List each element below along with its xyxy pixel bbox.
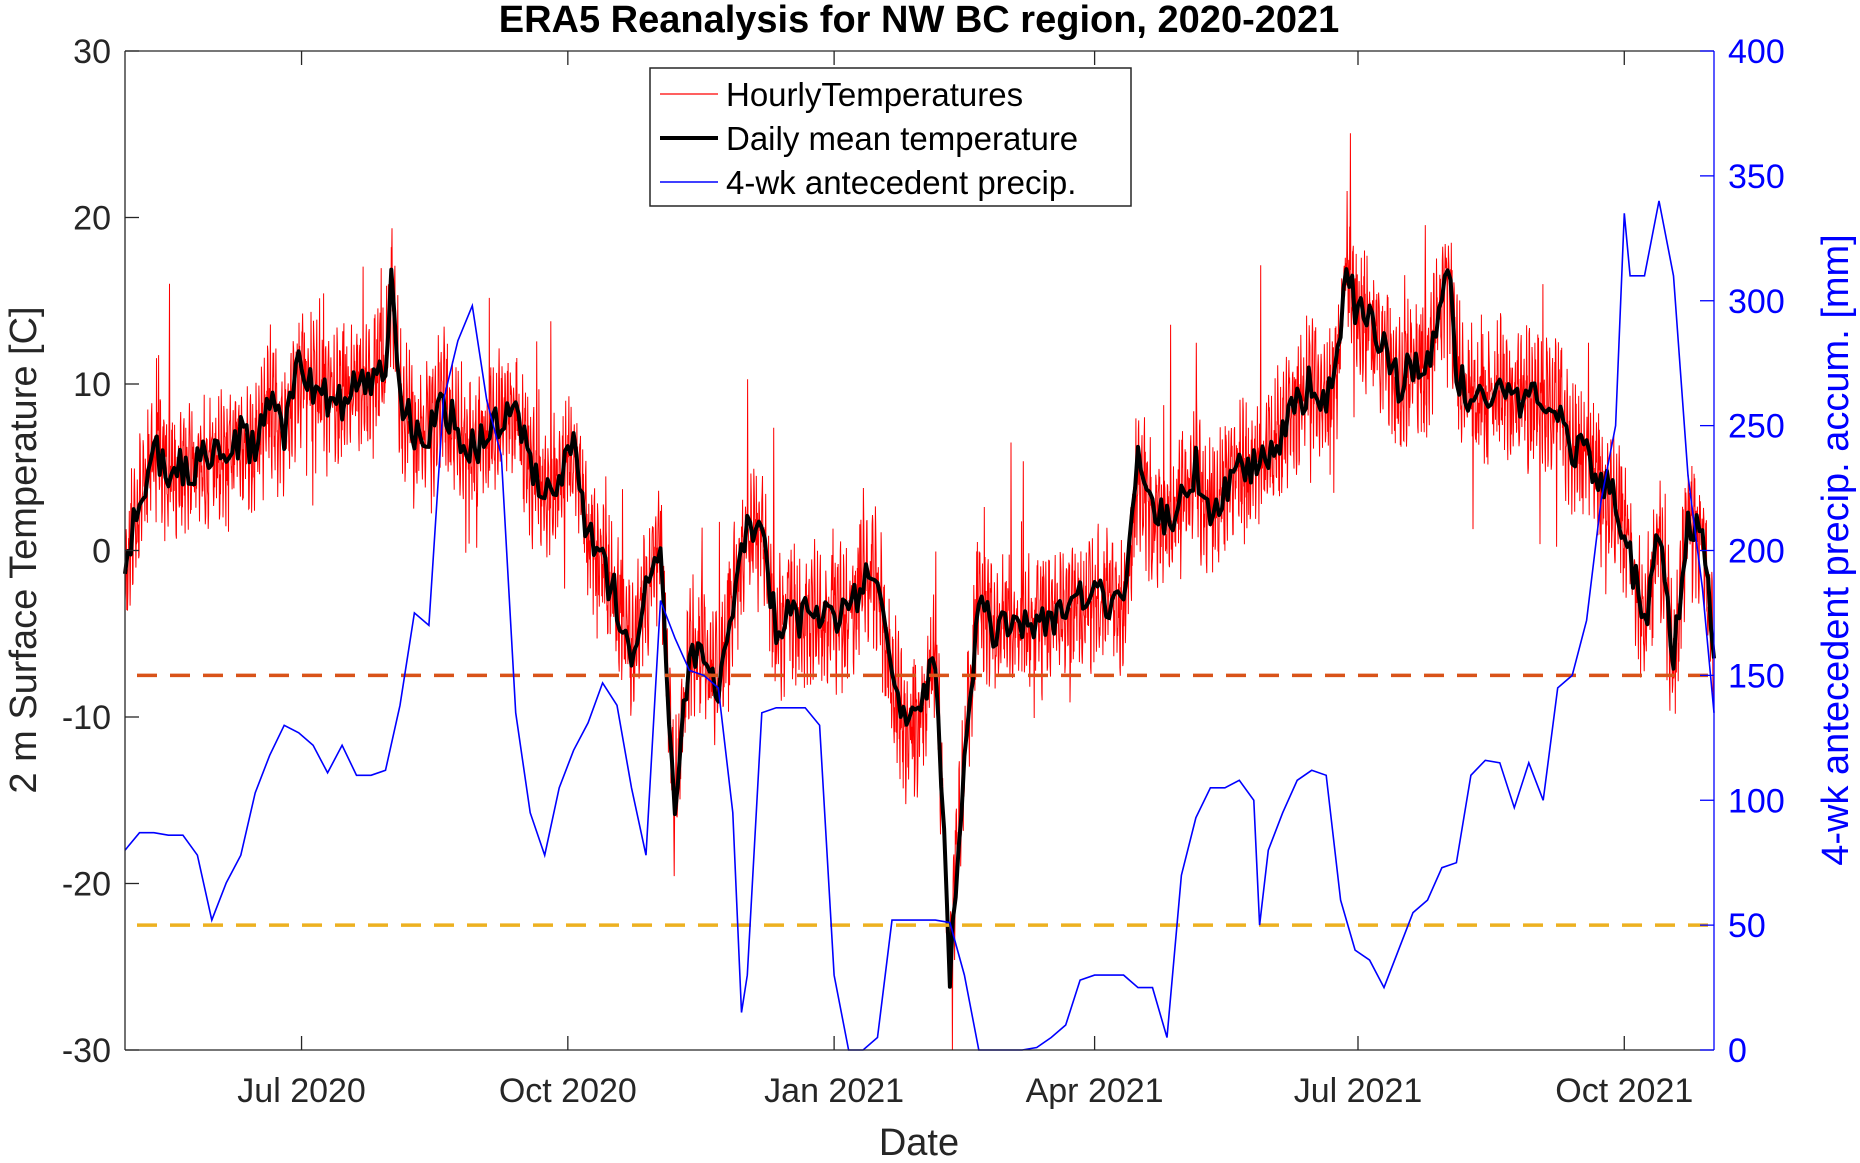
y-axis-label-right: 4-wk antecedent precip. accum. [mm]	[1815, 234, 1857, 865]
y-tick-label-right: 250	[1728, 408, 1785, 446]
legend-label-daily: Daily mean temperature	[726, 120, 1078, 157]
x-tick-label: Jan 2021	[764, 1072, 904, 1110]
y-tick-label-left: -20	[62, 866, 111, 904]
y-axis-label-left: 2 m Surface Temperature [C]	[3, 306, 45, 793]
x-tick-label: Jul 2021	[1294, 1072, 1423, 1110]
y-tick-label-right: 100	[1728, 782, 1785, 820]
y-tick-label-left: 10	[73, 366, 111, 404]
y-tick-label-right: 400	[1728, 33, 1785, 71]
y-tick-label-right: 350	[1728, 158, 1785, 196]
y-tick-label-right: 50	[1728, 907, 1766, 945]
precip-accumulation-line	[124, 200, 1715, 1051]
x-tick-label: Oct 2021	[1555, 1072, 1693, 1110]
y-tick-label-right: 0	[1728, 1032, 1747, 1070]
x-tick-label: Oct 2020	[499, 1072, 637, 1110]
hourly-temperature-line	[124, 133, 1715, 1051]
axes: Jul 2020 Oct 2020 Jan 2021 Apr 2021 Jul 2021…	[62, 33, 1785, 1110]
legend-label-hourly: HourlyTemperatures	[726, 76, 1023, 113]
daily-mean-temperature-line	[123, 267, 1716, 989]
y-tick-label-right: 300	[1728, 283, 1785, 321]
chart-title: ERA5 Reanalysis for NW BC region, 2020-2…	[499, 0, 1340, 41]
plot-area	[123, 133, 1716, 1051]
y-tick-label-right: 150	[1728, 657, 1785, 695]
y-tick-label-left: -10	[62, 699, 111, 737]
x-axis-label: Date	[879, 1122, 959, 1163]
legend-label-precip: 4-wk antecedent precip.	[726, 164, 1076, 201]
legend: HourlyTemperatures Daily mean temperatur…	[649, 67, 1132, 207]
y-tick-label-left: 20	[73, 200, 111, 238]
y-tick-label-left: 30	[73, 33, 111, 71]
x-tick-label: Jul 2020	[237, 1072, 366, 1110]
y-tick-label-right: 200	[1728, 533, 1785, 571]
y-tick-label-left: 0	[92, 533, 111, 571]
x-tick-label: Apr 2021	[1026, 1072, 1164, 1110]
legend-box	[649, 67, 1132, 207]
y-tick-label-left: -30	[62, 1032, 111, 1070]
